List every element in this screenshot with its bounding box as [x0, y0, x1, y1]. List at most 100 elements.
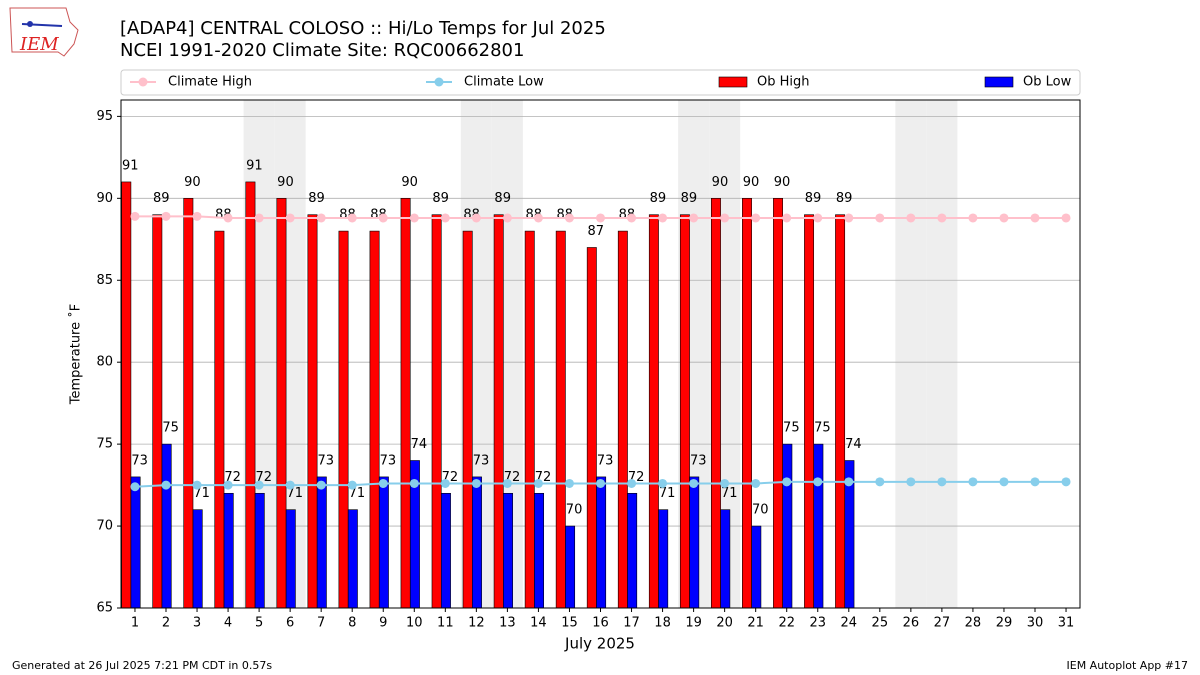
- legend-box: [120, 69, 1081, 96]
- bar-value-label: 70: [566, 503, 583, 518]
- bar-value-label: 87: [588, 224, 605, 239]
- x-tick-label: 16: [592, 616, 609, 631]
- line-marker: [1030, 213, 1040, 223]
- line-marker: [689, 213, 699, 223]
- bar-value-label: 90: [774, 175, 791, 190]
- x-tick-label: 30: [1027, 616, 1044, 631]
- y-tick-label: 70: [96, 519, 113, 534]
- line-marker: [999, 213, 1009, 223]
- bar: [658, 509, 669, 609]
- line-marker: [875, 213, 885, 223]
- line-marker: [968, 213, 978, 223]
- bar-value-label: 73: [318, 453, 335, 468]
- footer-left: Generated at 26 Jul 2025 7:21 PM CDT in …: [12, 659, 272, 672]
- bar: [214, 230, 225, 609]
- line-marker: [751, 478, 761, 488]
- bar: [679, 214, 690, 609]
- logo: IEM: [9, 7, 79, 57]
- x-tick-label: 21: [747, 616, 764, 631]
- bar-value-label: 71: [193, 486, 210, 501]
- line-marker: [968, 477, 978, 487]
- line-marker: [440, 213, 450, 223]
- legend-label: Climate Low: [464, 75, 544, 90]
- x-tick-label: 8: [348, 616, 356, 631]
- bar-value-label: 73: [473, 453, 490, 468]
- x-tick-label: 15: [561, 616, 578, 631]
- line-marker: [906, 213, 916, 223]
- line-marker: [720, 478, 730, 488]
- line-marker: [285, 480, 295, 490]
- bar-value-label: 71: [349, 486, 366, 501]
- legend-marker: [434, 77, 444, 87]
- x-tick-label: 25: [872, 616, 889, 631]
- bar: [835, 214, 846, 609]
- legend-swatch: [984, 76, 1014, 88]
- line-marker: [751, 213, 761, 223]
- line-marker: [596, 478, 605, 488]
- line-marker: [254, 213, 264, 223]
- bar-value-label: 74: [845, 437, 862, 452]
- legend-label: Ob High: [757, 75, 810, 90]
- line-marker: [502, 478, 512, 488]
- bar-value-label: 71: [286, 486, 303, 501]
- bar-value-label: 75: [162, 421, 179, 436]
- bar: [121, 181, 132, 609]
- bar-value-label: 90: [712, 175, 729, 190]
- line-marker: [285, 213, 295, 223]
- bar: [751, 525, 762, 609]
- y-tick-label: 80: [96, 355, 113, 370]
- line-marker: [1061, 213, 1071, 223]
- legend-label: Climate High: [168, 75, 252, 90]
- line-marker: [689, 478, 699, 488]
- weekend-shade: [926, 100, 958, 608]
- x-tick-label: 13: [499, 616, 516, 631]
- line-marker: [347, 480, 357, 490]
- y-tick-label: 85: [96, 273, 113, 288]
- bar-value-label: 89: [650, 191, 667, 206]
- line-marker: [161, 211, 171, 221]
- x-tick-label: 24: [841, 616, 858, 631]
- line-marker: [347, 213, 357, 223]
- bar-value-label: 89: [153, 191, 170, 206]
- line-marker: [658, 478, 668, 488]
- bar: [627, 492, 638, 609]
- line-marker: [720, 213, 730, 223]
- bar-value-label: 74: [411, 437, 428, 452]
- line-marker: [937, 477, 947, 487]
- bar: [254, 492, 265, 609]
- legend-marker: [138, 77, 148, 87]
- x-tick-label: 2: [162, 616, 170, 631]
- x-tick-label: 19: [685, 616, 702, 631]
- line-marker: [596, 213, 605, 223]
- line-marker: [533, 213, 543, 223]
- line-marker: [844, 213, 854, 223]
- bar-value-label: 71: [659, 486, 676, 501]
- line-marker: [409, 478, 419, 488]
- bar: [431, 214, 442, 609]
- line-marker: [130, 482, 140, 492]
- bar: [285, 509, 296, 609]
- bar: [596, 476, 607, 609]
- line-marker: [254, 480, 264, 490]
- bar: [183, 198, 194, 609]
- chart-subtitle: NCEI 1991-2020 Climate Site: RQC00662801: [120, 40, 524, 61]
- x-tick-label: 28: [965, 616, 982, 631]
- line-marker: [564, 213, 574, 223]
- bar: [307, 214, 318, 609]
- chart-title: [ADAP4] CENTRAL COLOSO :: Hi/Lo Temps fo…: [120, 18, 606, 39]
- bar: [462, 230, 473, 609]
- bar: [192, 509, 203, 609]
- bar: [347, 509, 358, 609]
- line-marker: [471, 478, 481, 488]
- bar: [493, 214, 504, 609]
- line-marker: [223, 480, 233, 490]
- bar-value-label: 89: [494, 191, 511, 206]
- x-tick-label: 14: [530, 616, 547, 631]
- bar-value-label: 73: [690, 453, 707, 468]
- bar: [276, 198, 287, 609]
- bar: [369, 230, 380, 609]
- x-tick-label: 3: [193, 616, 201, 631]
- bar: [534, 492, 545, 609]
- line-marker: [627, 213, 637, 223]
